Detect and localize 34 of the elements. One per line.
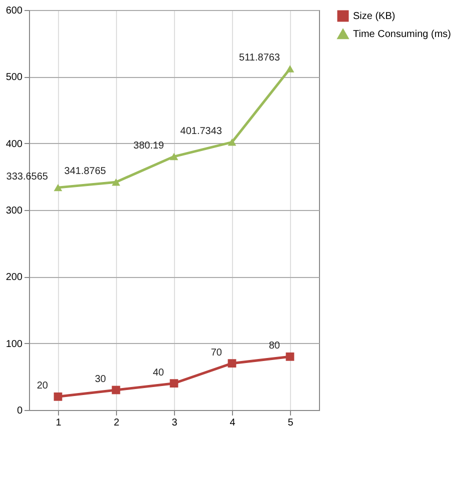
data-label: 341.8765 [64,166,106,178]
point [286,352,294,361]
x-tick-label: 1 [56,418,62,428]
y-tick-label: 400 [6,138,23,150]
x-tick-label: 4 [230,418,236,428]
point [228,359,236,368]
y-tick-label: 600 [6,6,23,16]
point [112,178,120,186]
point [228,138,236,146]
y-tick-label: 300 [6,206,23,216]
legend-label: Time Consuming (ms) [353,29,451,40]
y-tick-label: 500 [6,72,23,84]
point [170,379,178,388]
data-label: 70 [210,347,222,358]
data-label: 20 [36,380,48,392]
point [54,392,62,401]
point [170,152,178,160]
x-tick-label: 5 [288,418,294,428]
data-label: 30 [94,374,106,385]
data-label: 333.6565 [6,172,48,183]
point [54,184,62,192]
data-label: 380.19 [133,140,164,152]
y-tick-label: 100 [6,338,23,350]
point [112,386,120,394]
y-tick-label: 0 [16,406,23,416]
y-tick-label: 200 [6,272,23,284]
data-label: 40 [152,367,164,378]
x-tick-label: 3 [172,418,178,428]
x-tick-label: 2 [114,418,120,428]
data-label: 401.7343 [180,126,222,138]
data-label: 511.8763 [239,52,280,64]
data-label: 80 [268,340,280,352]
point [286,65,294,72]
legend-label: Size (KB) [353,11,396,22]
